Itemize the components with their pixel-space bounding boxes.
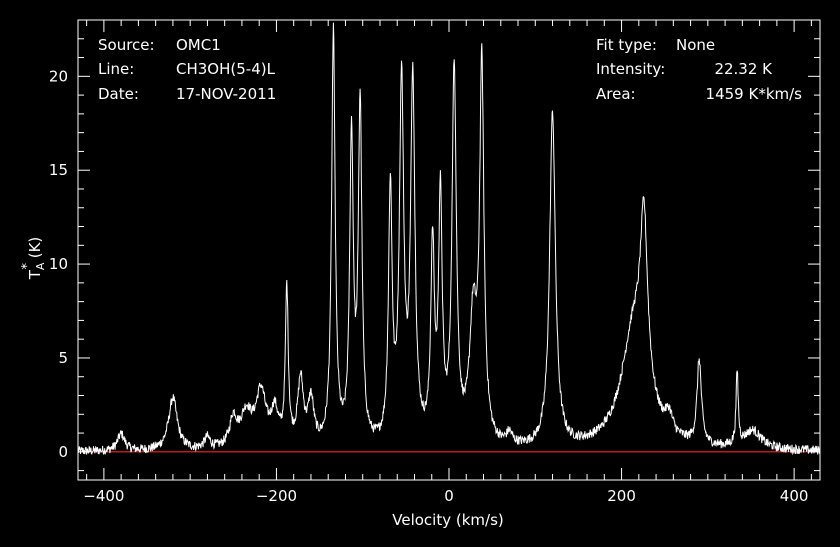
y-tick-label: 20: [49, 67, 68, 85]
area-key: Area:: [596, 85, 636, 103]
fit-type-key: Fit type:: [596, 36, 657, 54]
spectrum-series: [77, 22, 821, 456]
line-value: CH3OH(5-4)L: [176, 60, 276, 78]
y-axis-label-unit: (K): [26, 237, 44, 263]
svg-text:TA* (K): TA* (K): [20, 237, 47, 281]
x-tick-label: −200: [256, 487, 297, 505]
intensity-key: Intensity:: [596, 60, 665, 78]
header-left: Source: OMC1 Line: CH3OH(5-4)L Date: 17-…: [98, 36, 276, 103]
date-key: Date:: [98, 85, 139, 103]
x-tick-label: 0: [444, 487, 454, 505]
y-tick-label: 10: [49, 255, 68, 273]
date-value: 17-NOV-2011: [176, 85, 276, 103]
y-tick-label: 0: [58, 443, 68, 461]
y-axis-label-sub: A: [34, 262, 47, 270]
y-axis-label-main: T: [26, 269, 44, 280]
y-axis-label-sup: *: [20, 263, 35, 270]
x-tick-label: 200: [607, 487, 636, 505]
x-tick-label: −400: [83, 487, 124, 505]
y-axis-ticks: 0 5 10 15 20: [49, 38, 820, 472]
y-tick-label: 15: [49, 161, 68, 179]
header-right: Fit type: None Intensity: 22.32 K Area: …: [596, 36, 802, 103]
source-value: OMC1: [176, 36, 221, 54]
area-value: 1459 K*km/s: [706, 85, 803, 103]
y-tick-label: 5: [58, 349, 68, 367]
fit-type-value: None: [676, 36, 715, 54]
line-key: Line:: [98, 60, 134, 78]
x-axis-label: Velocity (km/s): [392, 511, 503, 529]
x-axis-ticks: −400 −200 0 200 400: [83, 20, 812, 505]
x-tick-label: 400: [780, 487, 809, 505]
source-key: Source:: [98, 36, 155, 54]
intensity-value: 22.32 K: [714, 60, 773, 78]
y-axis-label: TA* (K): [20, 237, 47, 281]
